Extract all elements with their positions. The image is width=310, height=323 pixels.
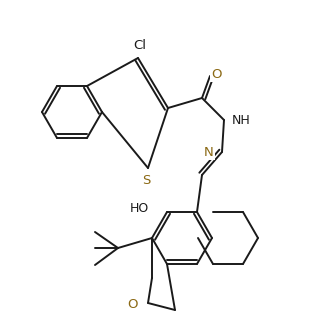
Text: S: S (142, 173, 150, 186)
Text: Cl: Cl (134, 38, 147, 51)
Text: O: O (127, 297, 138, 310)
Text: NH: NH (232, 113, 251, 127)
Text: O: O (212, 68, 222, 80)
Text: HO: HO (130, 202, 149, 214)
Text: N: N (204, 145, 214, 159)
